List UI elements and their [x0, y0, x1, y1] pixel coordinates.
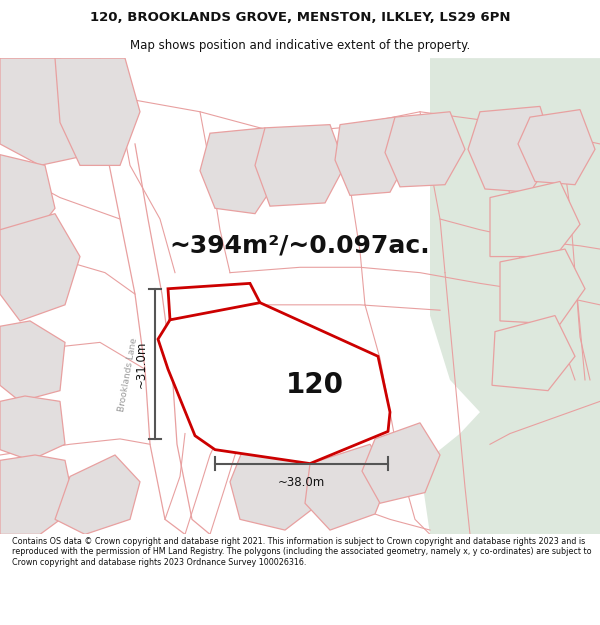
Polygon shape — [335, 117, 410, 196]
Polygon shape — [500, 249, 585, 324]
Polygon shape — [200, 128, 280, 214]
Polygon shape — [168, 283, 260, 320]
Text: 120: 120 — [286, 371, 344, 399]
Polygon shape — [0, 214, 80, 321]
Polygon shape — [55, 58, 140, 166]
Text: 120, BROOKLANDS GROVE, MENSTON, ILKLEY, LS29 6PN: 120, BROOKLANDS GROVE, MENSTON, ILKLEY, … — [90, 11, 510, 24]
Text: ~31.0m: ~31.0m — [134, 340, 148, 388]
Polygon shape — [0, 58, 100, 166]
Polygon shape — [230, 444, 320, 530]
Text: Contains OS data © Crown copyright and database right 2021. This information is : Contains OS data © Crown copyright and d… — [12, 537, 592, 567]
Polygon shape — [420, 359, 600, 534]
Polygon shape — [0, 396, 65, 461]
Polygon shape — [385, 112, 465, 187]
Polygon shape — [255, 124, 345, 206]
Polygon shape — [55, 455, 140, 534]
Polygon shape — [0, 455, 75, 534]
Polygon shape — [362, 423, 440, 503]
Polygon shape — [492, 316, 575, 391]
Text: Brooklands Lane: Brooklands Lane — [117, 337, 139, 412]
Text: Map shows position and indicative extent of the property.: Map shows position and indicative extent… — [130, 39, 470, 52]
Polygon shape — [430, 58, 600, 466]
Polygon shape — [468, 106, 555, 192]
Polygon shape — [518, 109, 595, 185]
Polygon shape — [158, 302, 390, 464]
Polygon shape — [0, 321, 65, 401]
Polygon shape — [305, 444, 390, 530]
Text: ~38.0m: ~38.0m — [278, 476, 325, 489]
Polygon shape — [0, 154, 55, 241]
Polygon shape — [490, 181, 580, 256]
Text: ~394m²/~0.097ac.: ~394m²/~0.097ac. — [170, 234, 430, 258]
